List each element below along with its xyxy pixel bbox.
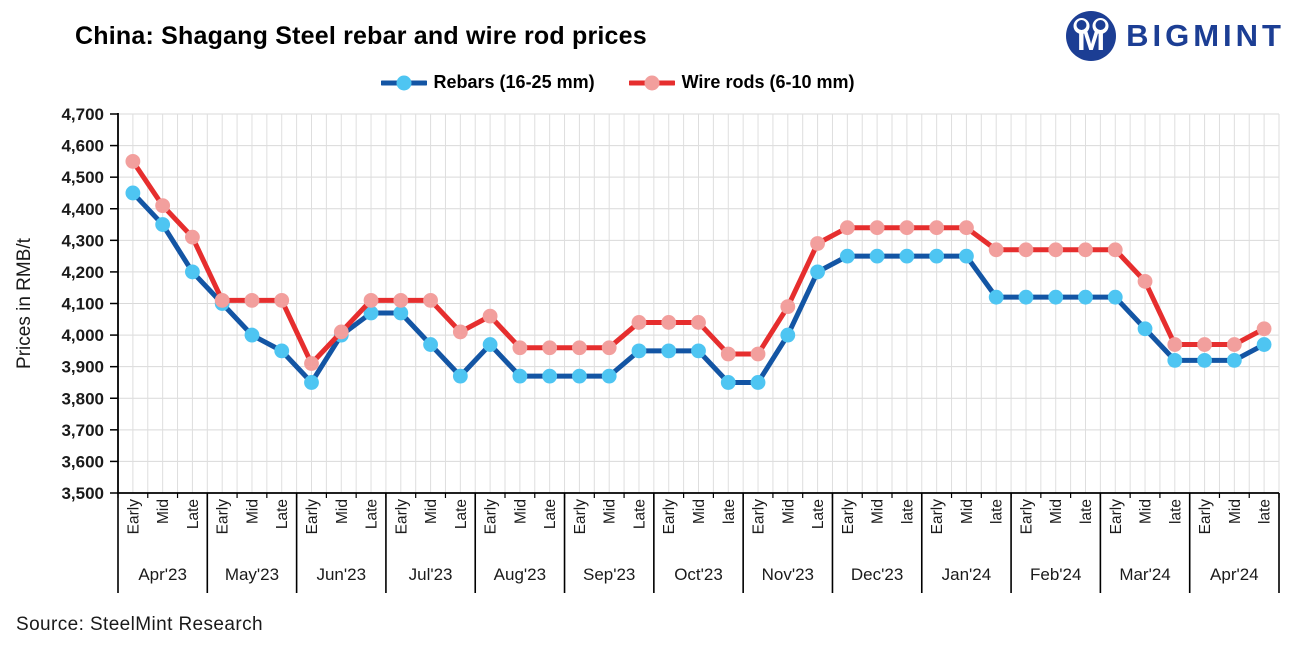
svg-text:4,100: 4,100 (61, 295, 104, 314)
svg-text:3,700: 3,700 (61, 421, 104, 440)
page-title: China: Shagang Steel rebar and wire rod … (75, 22, 647, 50)
svg-text:Apr'24: Apr'24 (1210, 565, 1259, 584)
svg-text:Late: Late (364, 499, 381, 529)
svg-text:Mar'24: Mar'24 (1119, 565, 1170, 584)
svg-text:4,400: 4,400 (61, 200, 104, 219)
svg-text:Mid: Mid (244, 499, 261, 524)
svg-text:Mid: Mid (870, 499, 887, 524)
svg-text:Late: Late (631, 499, 648, 529)
svg-text:Late: Late (453, 499, 470, 529)
svg-text:4,300: 4,300 (61, 231, 104, 250)
svg-text:Early: Early (572, 499, 589, 535)
svg-text:Early: Early (125, 499, 142, 535)
bigmint-logo-text: BIGMINT (1126, 18, 1285, 53)
svg-text:4,500: 4,500 (61, 168, 104, 187)
svg-text:Mid: Mid (1138, 499, 1155, 524)
svg-text:Sep'23: Sep'23 (583, 565, 635, 584)
svg-text:Early: Early (1197, 499, 1214, 535)
svg-text:Mid: Mid (959, 499, 976, 524)
svg-text:Early: Early (751, 499, 768, 535)
svg-text:Late: Late (274, 499, 291, 529)
svg-text:Mid: Mid (155, 499, 172, 524)
svg-text:Apr'23: Apr'23 (138, 565, 187, 584)
svg-text:3,500: 3,500 (61, 484, 104, 503)
wire-rods-line-marker-icon (628, 74, 675, 92)
svg-text:Early: Early (483, 499, 500, 535)
svg-text:Mid: Mid (780, 499, 797, 524)
chart-legend: Rebars (16-25 mm) Wire rods (6-10 mm) (0, 72, 1267, 93)
svg-text:late: late (1078, 499, 1095, 524)
svg-text:Early: Early (929, 499, 946, 535)
legend-label-wire-rods: Wire rods (6-10 mm) (681, 72, 855, 92)
svg-text:3,600: 3,600 (61, 452, 104, 471)
rebars-line-marker-icon (380, 74, 427, 92)
svg-text:Late: Late (542, 499, 559, 529)
legend-item-rebars: Rebars (16-25 mm) (380, 72, 595, 93)
svg-text:Aug'23: Aug'23 (494, 565, 546, 584)
bigmint-logo: M BIGMINT (1065, 10, 1285, 62)
svg-text:Nov'23: Nov'23 (762, 565, 814, 584)
legend-label-rebars: Rebars (16-25 mm) (433, 72, 595, 92)
svg-text:Mid: Mid (691, 499, 708, 524)
svg-text:Early: Early (661, 499, 678, 535)
svg-text:Mid: Mid (334, 499, 351, 524)
svg-text:Mid: Mid (602, 499, 619, 524)
svg-text:Mid: Mid (1048, 499, 1065, 524)
legend-item-wire-rods: Wire rods (6-10 mm) (628, 72, 855, 93)
svg-text:Late: Late (810, 499, 827, 529)
svg-text:Jul'23: Jul'23 (409, 565, 453, 584)
svg-text:late: late (899, 499, 916, 524)
svg-text:4,000: 4,000 (61, 326, 104, 345)
svg-text:Early: Early (840, 499, 857, 535)
svg-text:late: late (1257, 499, 1274, 524)
svg-text:late: late (721, 499, 738, 524)
svg-text:Jun'23: Jun'23 (316, 565, 366, 584)
svg-text:May'23: May'23 (225, 565, 279, 584)
svg-text:Mid: Mid (423, 499, 440, 524)
svg-text:Mid: Mid (512, 499, 529, 524)
svg-text:3,800: 3,800 (61, 389, 104, 408)
svg-text:Early: Early (215, 499, 232, 535)
svg-text:Oct'23: Oct'23 (674, 565, 723, 584)
svg-text:3,900: 3,900 (61, 358, 104, 377)
bigmint-logo-icon: M (1066, 11, 1117, 61)
svg-text:Feb'24: Feb'24 (1030, 565, 1081, 584)
svg-text:late: late (1167, 499, 1184, 524)
svg-text:4,200: 4,200 (61, 263, 104, 282)
svg-text:4,600: 4,600 (61, 137, 104, 156)
svg-text:Late: Late (185, 499, 202, 529)
svg-text:Dec'23: Dec'23 (851, 565, 903, 584)
svg-text:Mid: Mid (1227, 499, 1244, 524)
svg-text:late: late (989, 499, 1006, 524)
source-note: Source: SteelMint Research (16, 614, 263, 635)
svg-text:4,700: 4,700 (61, 105, 104, 124)
svg-text:Early: Early (1018, 499, 1035, 535)
svg-text:Early: Early (393, 499, 410, 535)
svg-text:Early: Early (304, 499, 321, 535)
svg-text:Early: Early (1108, 499, 1125, 535)
svg-text:Jan'24: Jan'24 (942, 565, 992, 584)
svg-text:Prices in RMB/t: Prices in RMB/t (14, 237, 35, 369)
